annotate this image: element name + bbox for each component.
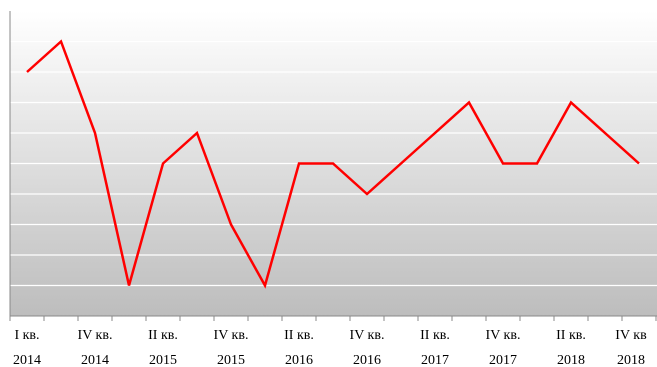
x-tick-label: IV кв. 2016 [349,328,385,367]
x-tick-label: II кв. 2015 [148,328,178,367]
x-tick-label: IV кв. 2017 [485,328,521,367]
x-tick-label: II кв. 2016 [284,328,314,367]
x-tick-label: IV кв 2018 [615,328,647,367]
x-tick-label: II кв. 2017 [420,328,450,367]
x-tick-label: I кв. 2014 [13,328,41,367]
x-tick-label: IV кв. 2014 [77,328,113,367]
x-tick-label: II кв. 2018 [556,328,586,367]
data-line [26,39,640,289]
x-tick-label: IV кв. 2015 [213,328,249,367]
